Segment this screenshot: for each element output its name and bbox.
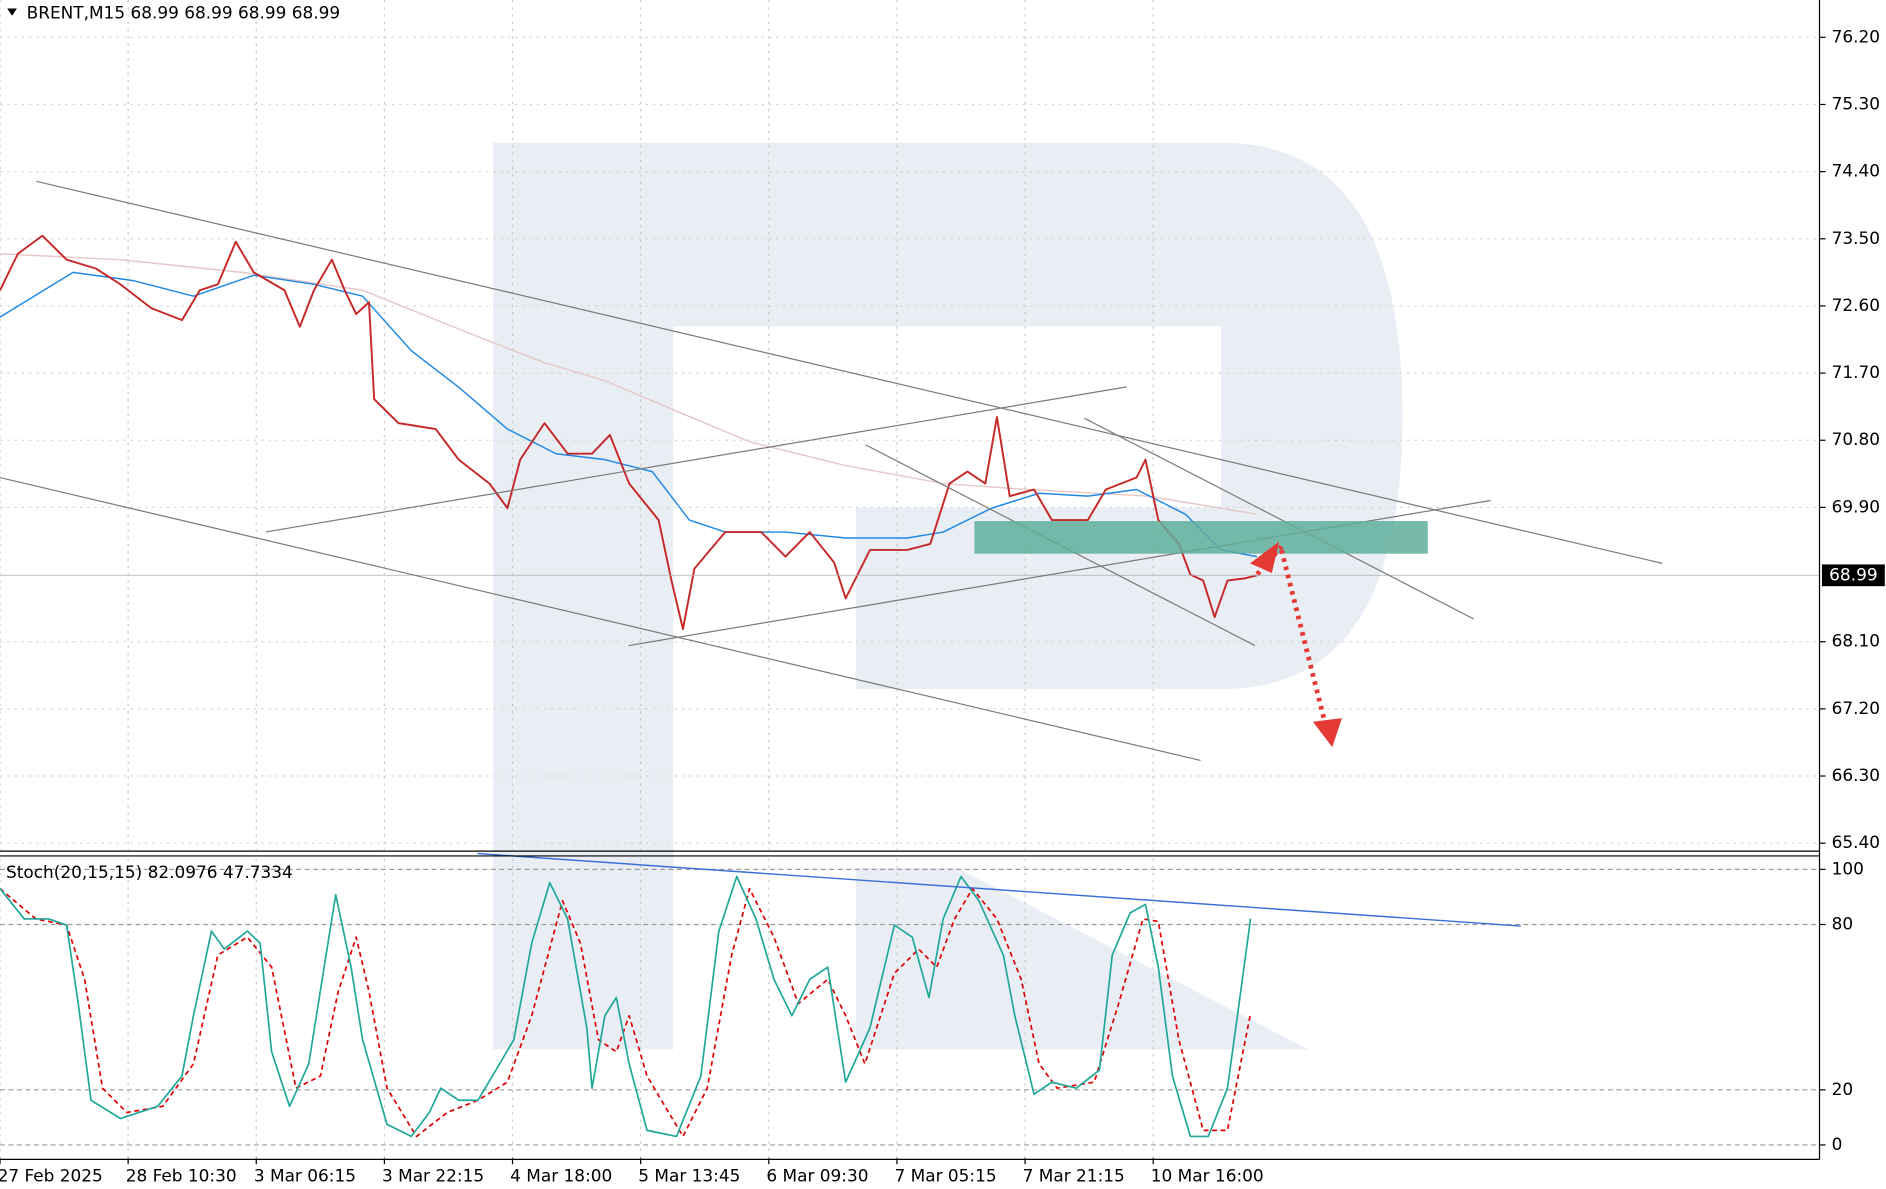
y-tick-label: 67.20	[1832, 698, 1880, 718]
stoch-trend-line	[477, 852, 1521, 927]
y-tick-label: 20	[1832, 1079, 1854, 1099]
title-arrow	[7, 8, 17, 16]
chart-title: BRENT,M15 68.99 68.99 68.99 68.99	[27, 2, 341, 22]
series-line	[0, 875, 1252, 1138]
y-tick-label: 76.20	[1832, 26, 1880, 46]
x-tick-label: 3 Mar 22:15	[382, 1165, 484, 1185]
resistance-zone	[974, 521, 1428, 554]
x-tick-label: 28 Feb 10:30	[126, 1165, 237, 1185]
y-tick-label: 70.80	[1832, 429, 1880, 449]
plot-area	[0, 0, 1820, 1159]
series-line	[0, 271, 1258, 558]
x-tick-label: 6 Mar 09:30	[766, 1165, 868, 1185]
y-tick-label: 68.10	[1832, 631, 1880, 651]
series-line	[0, 887, 1252, 1138]
y-tick-label: 66.30	[1832, 765, 1880, 785]
x-tick-label: 3 Mar 06:15	[254, 1165, 356, 1185]
x-tick-label: 7 Mar 21:15	[1023, 1165, 1125, 1185]
y-tick-label: 74.40	[1832, 161, 1880, 181]
y-tick-label: 100	[1832, 858, 1864, 878]
indicator-title: Stoch(20,15,15) 82.0976 47.7334	[6, 862, 293, 882]
forecast-arrows	[1250, 541, 1342, 748]
last-price-box	[1821, 564, 1885, 587]
y-tick-label: 0	[1832, 1134, 1843, 1154]
x-tick-label: 5 Mar 13:45	[638, 1165, 740, 1185]
y-tick-label: 73.50	[1832, 228, 1880, 248]
y-tick-label: 69.90	[1832, 496, 1880, 516]
x-tick-label: 4 Mar 18:00	[510, 1165, 612, 1185]
series-line	[0, 234, 1258, 630]
y-tick-label: 71.70	[1832, 362, 1880, 382]
y-tick-label: 65.40	[1832, 832, 1880, 852]
y-tick-label: 72.60	[1832, 295, 1880, 315]
x-tick-label: 10 Mar 16:00	[1151, 1165, 1264, 1185]
y-tick-label: 75.30	[1832, 93, 1880, 113]
last-price-label: 68.99	[1829, 564, 1877, 584]
frame	[0, 0, 1821, 1160]
series-line	[0, 253, 1258, 515]
trend-lines	[0, 180, 1663, 762]
x-tick-label: 27 Feb 2025	[0, 1165, 103, 1185]
y-tick-label: 80	[1832, 913, 1854, 933]
x-tick-label: 7 Mar 05:15	[895, 1165, 997, 1185]
